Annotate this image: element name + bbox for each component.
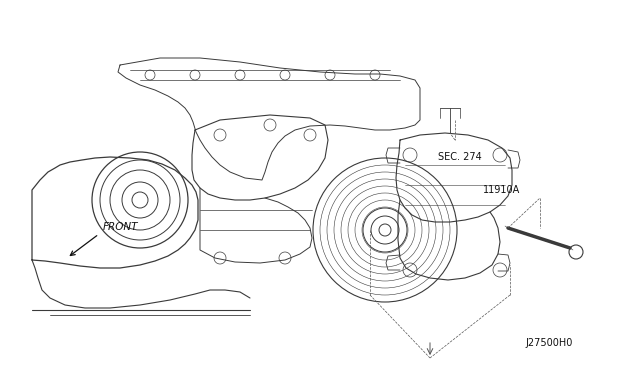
Text: 11910A: 11910A [483,185,520,195]
Text: J27500H0: J27500H0 [525,338,573,348]
Text: SEC. 274: SEC. 274 [438,152,482,162]
Text: FRONT: FRONT [103,222,138,232]
